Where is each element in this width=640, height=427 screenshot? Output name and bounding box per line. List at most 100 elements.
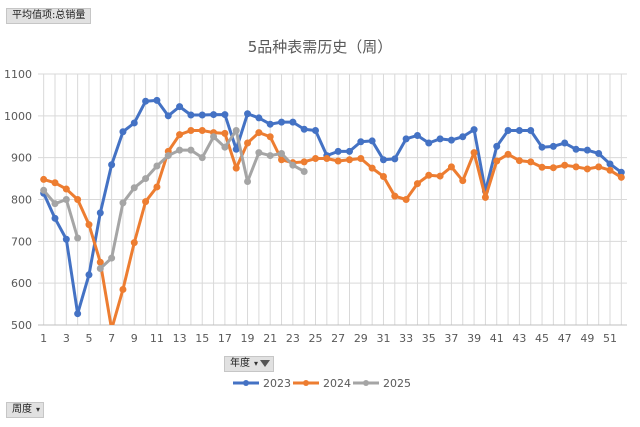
data-point-2025 [244,178,252,186]
data-point-2025 [255,149,263,157]
data-point-2024 [96,258,104,266]
data-point-2025 [51,200,59,208]
series-line-2023 [42,98,623,316]
data-point-2023 [176,103,184,111]
x-tick-label: 27 [331,332,345,345]
data-point-2024 [232,164,240,172]
value-field-label: 平均值项:总销量 [12,10,86,21]
data-point-2023 [583,146,591,154]
data-point-2024 [255,129,263,137]
data-point-2023 [244,110,252,118]
dropdown-arrow-icon: ▾ [36,405,41,414]
data-point-2023 [504,126,512,134]
value-field-button[interactable]: 平均值项:总销量 [6,8,92,24]
data-point-2023 [606,160,614,168]
data-point-2025 [266,152,274,160]
legend-marker-2025 [363,380,369,386]
data-point-2023 [210,111,218,119]
data-point-2024 [153,183,161,191]
chart-title: 5品种表需历史（周） [248,38,393,56]
week-field-label: 周度 [12,404,32,415]
week-filter-button[interactable]: 周度 ▾ [6,402,45,418]
data-point-2024 [187,126,195,134]
data-point-2025 [232,126,240,134]
data-point-2023 [266,120,274,128]
x-tick-label: 51 [603,332,617,345]
data-point-2025 [300,167,308,175]
data-point-2024 [198,126,206,134]
data-point-2023 [334,147,342,155]
data-point-2024 [323,155,331,163]
data-point-2025 [153,162,161,170]
data-point-2024 [391,192,399,200]
data-point-2025 [187,146,195,154]
data-point-2023 [572,145,580,153]
data-point-2024 [549,164,557,172]
data-point-2025 [278,149,286,157]
x-tick-label: 9 [131,332,138,345]
legend-label-2023: 2023 [263,377,291,390]
x-tick-label: 41 [490,332,504,345]
series-line-2025 [42,188,80,240]
data-point-2025 [176,146,184,154]
data-point-2023 [538,143,546,151]
data-point-2024 [470,149,478,157]
x-tick-label: 15 [195,332,209,345]
x-tick-label: 23 [286,332,300,345]
data-point-2023 [255,114,263,122]
data-point-2025 [164,152,172,160]
x-tick-label: 45 [535,332,549,345]
data-point-2025 [96,265,104,273]
data-point-2024 [62,185,70,193]
data-point-2024 [266,133,274,141]
year-field-label: 年度 [230,358,250,369]
data-point-2024 [447,163,455,171]
x-tick-label: 21 [263,332,277,345]
data-point-2025 [130,184,138,192]
data-point-2023 [108,161,116,169]
data-point-2024 [425,171,433,179]
data-point-2023 [391,155,399,163]
x-tick-label: 17 [218,332,232,345]
data-point-2024 [481,193,489,201]
data-point-2024 [357,155,365,163]
x-tick-label: 5 [85,332,92,345]
x-tick-label: 19 [241,332,255,345]
dropdown-arrow-icon: ▾ [254,359,259,368]
x-tick-label: 29 [354,332,368,345]
x-tick-label: 13 [173,332,187,345]
data-point-2024 [413,180,421,188]
data-point-2023 [232,145,240,153]
data-point-2024 [345,156,353,164]
data-point-2024 [606,166,614,174]
x-tick-label: 39 [467,332,481,345]
data-point-2023 [527,126,535,134]
filter-icon [260,359,271,367]
data-point-2025 [198,154,206,162]
data-point-2025 [289,161,297,169]
x-tick-label: 25 [309,332,323,345]
data-point-2024 [572,163,580,171]
data-point-2023 [221,111,229,119]
data-point-2024 [119,285,127,293]
legend-label-2025: 2025 [383,377,411,390]
data-point-2024 [74,196,82,203]
data-point-2023 [549,142,557,150]
data-point-2024 [459,177,467,185]
data-point-2025 [119,199,127,207]
data-point-2024 [334,157,342,165]
data-point-2025 [62,196,70,203]
data-point-2023 [51,214,59,222]
year-filter-button[interactable]: 年度 ▾ [224,356,275,372]
x-tick-label: 49 [580,332,594,345]
data-point-2023 [278,118,286,126]
data-point-2023 [413,131,421,139]
data-point-2025 [40,186,48,194]
data-point-2024 [85,221,93,229]
data-point-2024 [493,157,501,165]
data-point-2023 [130,119,138,127]
y-tick-label: 800 [11,194,32,207]
data-point-2023 [312,126,320,134]
series-line-2024 [42,128,623,325]
